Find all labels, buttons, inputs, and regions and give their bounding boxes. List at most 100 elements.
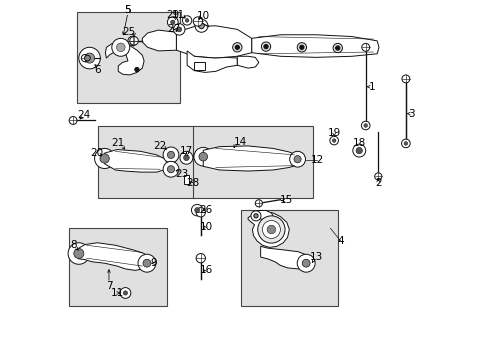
Circle shape (84, 55, 90, 61)
Circle shape (198, 23, 204, 29)
Circle shape (401, 139, 409, 148)
Circle shape (123, 291, 127, 295)
Text: 24: 24 (77, 110, 90, 120)
Polygon shape (251, 35, 378, 57)
Text: 26: 26 (199, 205, 212, 215)
Polygon shape (260, 246, 312, 269)
Polygon shape (237, 56, 258, 68)
Circle shape (374, 173, 381, 180)
Text: 14: 14 (234, 137, 247, 147)
Circle shape (68, 243, 89, 264)
Polygon shape (176, 26, 251, 58)
Polygon shape (142, 30, 176, 51)
Circle shape (167, 166, 174, 173)
Text: 10: 10 (199, 222, 212, 231)
Text: 27: 27 (166, 24, 180, 35)
Text: 3: 3 (407, 109, 414, 119)
Circle shape (297, 254, 314, 272)
Circle shape (167, 151, 174, 158)
Bar (69, 228, 167, 306)
Text: 15: 15 (280, 195, 293, 205)
Text: 1: 1 (368, 82, 374, 92)
Polygon shape (253, 211, 273, 220)
Circle shape (94, 148, 115, 168)
Circle shape (194, 147, 212, 166)
Circle shape (69, 117, 77, 125)
Polygon shape (187, 51, 237, 72)
Circle shape (250, 211, 261, 221)
Circle shape (332, 43, 342, 53)
Circle shape (361, 43, 369, 51)
Circle shape (128, 36, 137, 45)
Text: 20: 20 (90, 148, 103, 158)
Polygon shape (79, 243, 149, 270)
Circle shape (142, 259, 151, 267)
Text: 18: 18 (352, 138, 365, 148)
Bar (77, 12, 180, 103)
Circle shape (170, 20, 175, 24)
Circle shape (193, 17, 202, 26)
Circle shape (183, 155, 189, 161)
Text: 4: 4 (337, 236, 343, 246)
Circle shape (116, 43, 125, 51)
Circle shape (176, 27, 182, 32)
Circle shape (194, 208, 199, 213)
Circle shape (332, 139, 335, 142)
Text: 2: 2 (374, 178, 381, 188)
Text: 5: 5 (124, 5, 131, 15)
Circle shape (297, 42, 306, 52)
Text: 9: 9 (150, 258, 157, 268)
Text: 6: 6 (94, 64, 101, 75)
Circle shape (262, 221, 280, 238)
Circle shape (112, 39, 129, 56)
Text: 22: 22 (153, 141, 166, 151)
Circle shape (195, 19, 207, 32)
Text: 10: 10 (196, 11, 209, 21)
Text: 13: 13 (309, 252, 322, 262)
Bar (241, 211, 337, 306)
Circle shape (302, 259, 309, 267)
Polygon shape (203, 146, 300, 171)
Bar (183, 175, 189, 184)
Circle shape (79, 47, 100, 69)
Circle shape (163, 161, 179, 177)
Text: 29: 29 (166, 10, 179, 20)
Circle shape (253, 214, 258, 218)
Polygon shape (105, 42, 144, 75)
Bar (192, 126, 312, 198)
Polygon shape (104, 149, 167, 172)
Circle shape (403, 141, 407, 145)
Circle shape (199, 152, 207, 161)
Circle shape (257, 216, 285, 243)
Circle shape (361, 121, 369, 130)
Circle shape (261, 42, 270, 51)
Circle shape (293, 156, 301, 163)
Circle shape (196, 253, 205, 263)
Circle shape (289, 151, 305, 167)
Circle shape (100, 154, 109, 163)
Circle shape (191, 204, 203, 216)
Circle shape (401, 75, 409, 83)
Circle shape (163, 147, 179, 163)
Text: 5: 5 (124, 5, 131, 15)
Circle shape (329, 136, 338, 145)
Circle shape (335, 46, 339, 50)
Circle shape (235, 45, 239, 49)
Circle shape (180, 151, 192, 164)
Circle shape (129, 37, 138, 45)
Text: 11: 11 (110, 288, 123, 298)
Circle shape (84, 53, 94, 63)
Text: 23: 23 (175, 168, 188, 179)
Text: 8: 8 (70, 240, 76, 250)
Bar (98, 126, 194, 198)
Circle shape (196, 208, 205, 217)
Text: 25: 25 (122, 27, 135, 37)
Text: 19: 19 (327, 129, 340, 138)
Circle shape (185, 19, 188, 22)
Circle shape (182, 16, 191, 25)
Circle shape (120, 288, 131, 298)
Text: 21: 21 (111, 139, 124, 148)
Circle shape (135, 67, 139, 72)
Circle shape (81, 54, 88, 62)
Text: 17: 17 (180, 145, 193, 156)
